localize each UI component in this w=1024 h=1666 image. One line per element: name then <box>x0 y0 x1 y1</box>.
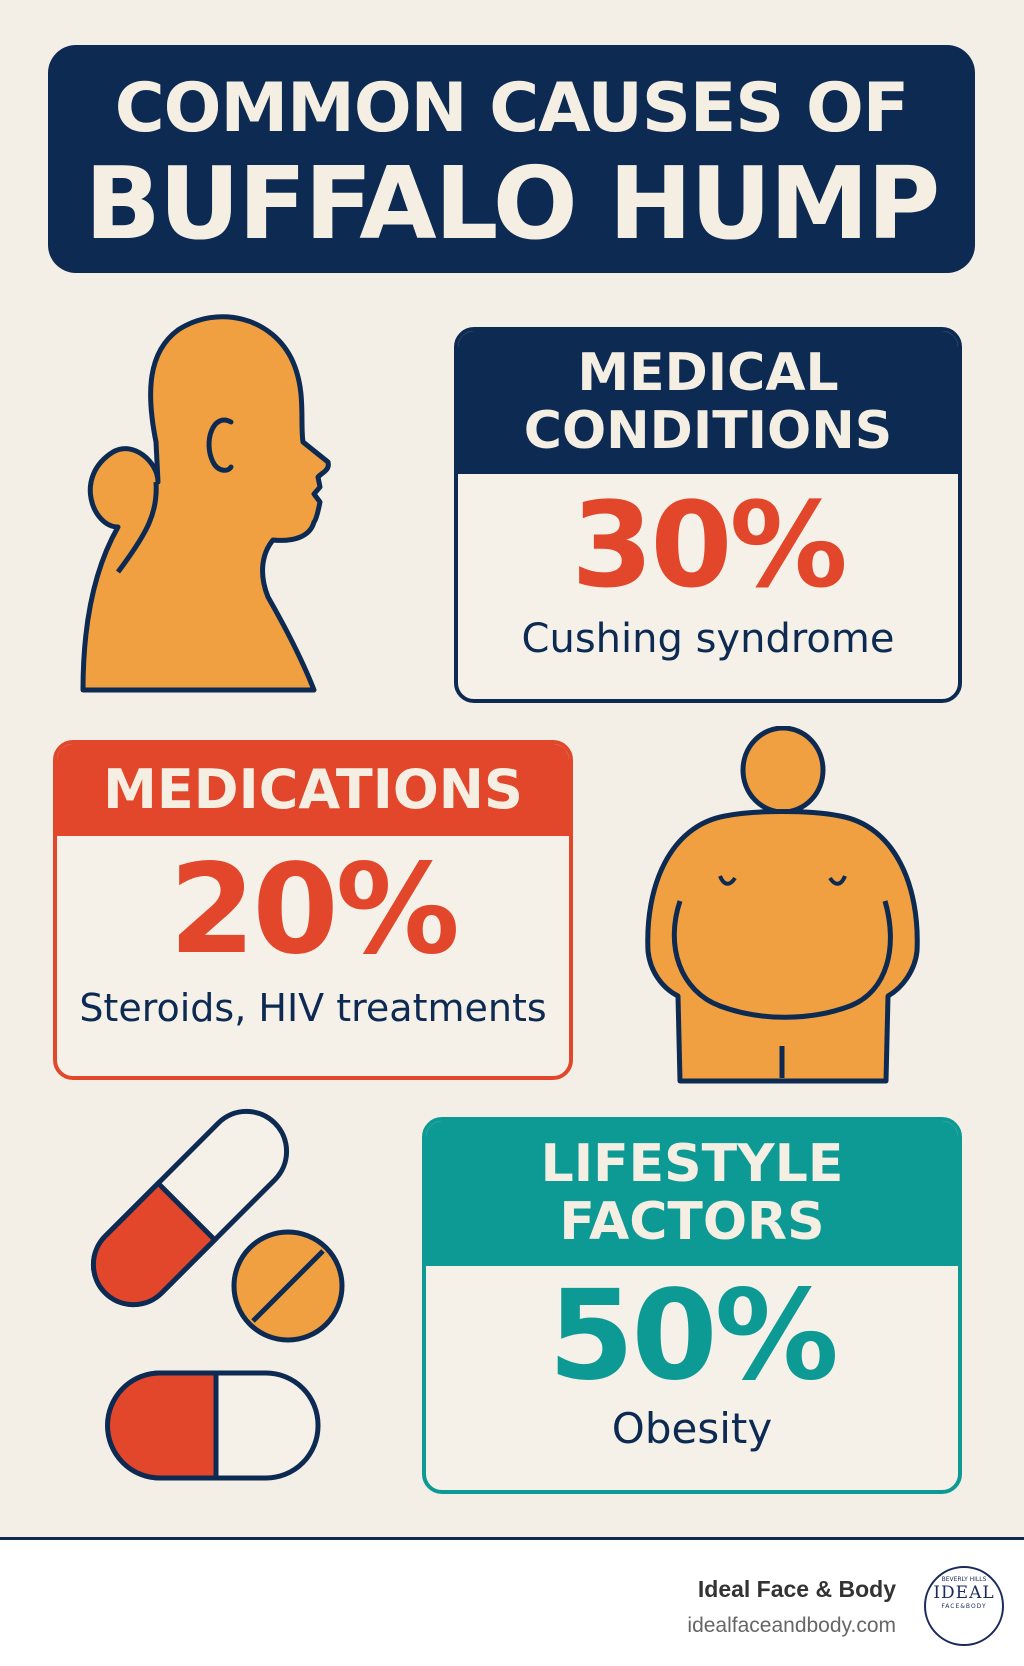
medical-conditions-card: MEDICAL CONDITIONS 30% Cushing syndrome <box>454 327 962 703</box>
logo-top-text: BEVERLY HILLS <box>941 1576 987 1583</box>
card-heading: FACTORS <box>559 1191 825 1252</box>
footer-url[interactable]: idealfaceandbody.com <box>687 1614 896 1637</box>
footer-brand: Ideal Face & Body <box>697 1576 896 1602</box>
logo-text: IDEAL <box>933 1583 995 1603</box>
card-heading: MEDICATIONS <box>103 758 523 822</box>
title-line-1: COMMON CAUSES OF <box>114 69 909 148</box>
card-percent: 50% <box>548 1264 839 1408</box>
head-profile-hump-icon <box>80 314 331 693</box>
medications-card: MEDICATIONS 20% Steroids, HIV treatments <box>53 740 573 1080</box>
logo-subtext: FACE&BODY <box>941 1603 987 1610</box>
card-header: MEDICAL CONDITIONS <box>458 331 958 474</box>
card-header: LIFESTYLE FACTORS <box>426 1121 958 1266</box>
logo-seal-icon: BEVERLY HILLS IDEAL FACE&BODY <box>924 1566 1004 1646</box>
card-description: Steroids, HIV treatments <box>79 986 547 1030</box>
footer: Ideal Face & Body idealfaceandbody.com B… <box>0 1537 1024 1666</box>
card-percent: 20% <box>169 838 460 982</box>
title-line-2: BUFFALO HUMP <box>84 145 941 262</box>
title-banner: COMMON CAUSES OF BUFFALO HUMP <box>48 45 975 273</box>
lifestyle-factors-card: LIFESTYLE FACTORS 50% Obesity <box>422 1117 962 1494</box>
card-heading: CONDITIONS <box>523 400 893 461</box>
pills-icon <box>90 1108 345 1481</box>
card-percent: 30% <box>571 476 847 614</box>
card-header: MEDICATIONS <box>57 744 569 836</box>
obese-body-icon <box>645 726 920 1084</box>
card-description: Obesity <box>611 1404 773 1453</box>
card-heading: LIFESTYLE <box>540 1134 844 1195</box>
card-description: Cushing syndrome <box>521 616 895 662</box>
card-heading: MEDICAL <box>577 343 839 404</box>
